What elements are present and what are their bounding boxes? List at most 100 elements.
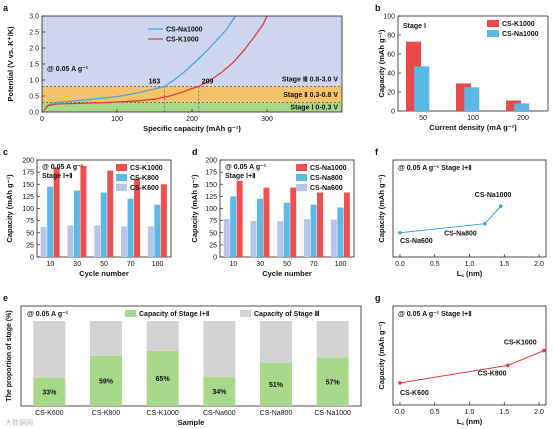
x-category-label: CS-Na1000	[314, 410, 351, 417]
legend-swatch	[116, 184, 127, 191]
panel-f-xtick-label: 1.0	[465, 261, 475, 268]
bar	[260, 321, 292, 363]
panel-c-ytick-label: 75	[26, 218, 34, 225]
legend-swatch	[487, 20, 499, 27]
panel-g-xtick-label: 1.0	[465, 409, 475, 416]
bar	[160, 184, 167, 257]
y-axis-label: Capacity (mAh g⁻¹)	[377, 321, 386, 390]
panel-a-xtick-label: 100	[111, 116, 123, 123]
panel-letter-f: f	[375, 147, 379, 157]
data-label: 59%	[99, 378, 114, 385]
condition-label: @ 0.05 A g⁻¹	[42, 164, 84, 171]
bar	[317, 192, 324, 257]
annotation-label: 163	[149, 78, 161, 85]
bar	[263, 187, 270, 257]
panel-c-ytick-label: 125	[22, 194, 34, 201]
legend-swatch	[296, 184, 307, 191]
panel-b-ytick-label: 40	[387, 71, 395, 78]
stage-label: Stage Ⅲ 0.8-3.0 V	[282, 75, 339, 83]
bar	[147, 226, 154, 257]
legend-label: CS-Na600	[310, 185, 343, 192]
panel-c-ytick-label: 200	[22, 158, 34, 165]
bar	[290, 187, 297, 257]
bar	[316, 321, 349, 358]
y-axis-label: Capacity (mAh g⁻¹)	[5, 174, 14, 243]
point-label: CS-K600	[400, 390, 429, 397]
panel-a-ytick-label: 1.5	[29, 62, 39, 69]
legend-swatch	[487, 30, 499, 37]
y-axis-label: Capacity (mAh g⁻¹)	[377, 174, 386, 243]
panel-letter-c: c	[3, 147, 8, 157]
panel-d-ytick-label: 150	[205, 182, 217, 189]
point-label: CS-Na600	[400, 238, 433, 245]
legend-swatch	[240, 310, 251, 317]
x-axis-label: L꜀ (nm)	[457, 269, 483, 278]
data-label: 34%	[212, 389, 227, 396]
legend-label: Capacity of Stage Ⅰ+Ⅱ	[139, 310, 209, 318]
panel-g-xtick-label: 2.0	[534, 409, 544, 416]
data-label: 65%	[156, 376, 171, 383]
panel-a-xtick-label: 200	[186, 116, 198, 123]
panel-d-ytick-label: 75	[209, 218, 217, 225]
stage-band	[42, 102, 342, 112]
point-label: CS-Na800	[444, 231, 477, 238]
bar	[277, 221, 284, 257]
stage-label: Stage Ⅰ+Ⅱ	[225, 172, 256, 180]
panel-a-ytick-label: 0.5	[29, 94, 39, 101]
bar	[100, 192, 107, 257]
bar	[414, 66, 430, 111]
panel-f-xtick-label: 0.5	[430, 261, 440, 268]
panel-letter-d: d	[192, 147, 198, 157]
panel-e-frame	[20, 305, 362, 407]
legend-label: CS-Na1000	[310, 165, 347, 172]
bar	[146, 321, 179, 351]
panel-a-ytick-label: 1.0	[29, 78, 39, 85]
bar	[154, 204, 161, 257]
panel-a-xtick-label: 0	[40, 116, 44, 123]
bar	[40, 226, 47, 257]
bar	[230, 196, 237, 257]
panel-c-ytick-label: 25	[26, 242, 34, 249]
x-axis-label: Specific capacity (mAh g⁻¹)	[143, 124, 241, 133]
x-category-label: 30	[256, 261, 264, 268]
bar	[47, 186, 54, 257]
bar	[260, 362, 292, 406]
bar	[94, 225, 101, 257]
bar	[121, 226, 128, 257]
panel-b-ytick-label: 80	[387, 33, 395, 40]
panel-g-xtick-label: 0.5	[430, 409, 440, 416]
panel-a-ytick-label: 3.0	[29, 14, 39, 21]
bar	[514, 103, 530, 111]
panel-d-ytick-label: 175	[205, 170, 217, 177]
data-point	[398, 381, 402, 385]
legend-label: CS-K600	[130, 185, 159, 192]
data-point	[542, 348, 546, 353]
stage-label: Stage Ⅰ	[403, 22, 426, 30]
panel-d-ytick-label: 100	[205, 206, 217, 213]
bar	[73, 190, 80, 257]
panel-letter-e: e	[3, 293, 8, 303]
x-category-label: 30	[73, 261, 81, 268]
bar	[236, 180, 243, 257]
x-axis-label: Sample	[178, 418, 205, 427]
stage-label: Stage Ⅰ+Ⅱ	[42, 172, 73, 180]
legend-label: CS-Na800	[310, 175, 343, 182]
stage-label: Stage Ⅰ 0-0.3 V	[290, 104, 338, 112]
stage-label: Stage Ⅱ 0.3-0.8 V	[283, 91, 338, 99]
legend-label: CS-Na1000	[502, 31, 539, 38]
data-label: 33%	[42, 389, 57, 396]
panel-b-ytick-label: 60	[387, 52, 395, 59]
legend-label: Capacity of Stage Ⅲ	[254, 310, 320, 318]
bar	[316, 357, 349, 406]
data-point	[398, 230, 402, 235]
panel-a-ytick-label: 2.0	[29, 46, 39, 53]
x-category-label: CS-Na800	[260, 410, 293, 417]
legend-label: CS-K1000	[502, 21, 535, 28]
x-category-label: 100	[335, 261, 347, 268]
panel-d-ytick-label: 125	[205, 194, 217, 201]
legend-swatch	[296, 164, 307, 171]
panel-f-xtick-label: 1.5	[499, 261, 509, 268]
bar	[134, 178, 141, 257]
legend-swatch	[296, 174, 307, 181]
